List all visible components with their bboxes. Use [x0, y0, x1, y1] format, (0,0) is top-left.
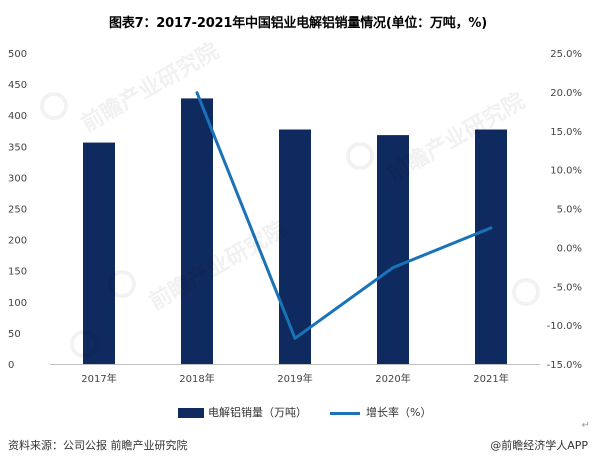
y-left-tick-label: 0: [8, 360, 14, 371]
y-left-tick-label: 250: [8, 205, 27, 216]
bar: [83, 142, 115, 364]
legend-line-label: 增长率（%）: [366, 406, 432, 419]
x-tick-label: 2019年: [277, 372, 312, 385]
bar: [377, 135, 409, 364]
x-tick-label: 2020年: [375, 372, 410, 385]
y-left-tick-label: 450: [8, 80, 27, 91]
y-right-tick-label: -15.0%: [547, 360, 582, 371]
y-left-tick-label: 200: [8, 236, 27, 247]
y-right-tick-label: 5.0%: [557, 205, 582, 216]
x-tick-label: 2017年: [81, 372, 116, 385]
bar: [181, 98, 213, 364]
y-right-tick-label: -10.0%: [547, 321, 582, 332]
legend-bar-swatch: [178, 408, 204, 418]
y-right-tick-label: 10.0%: [550, 166, 582, 177]
bar: [279, 129, 311, 364]
y-left-tick-label: 150: [8, 267, 27, 278]
legend-line-swatch: [330, 412, 360, 415]
y-left-tick-label: 100: [8, 298, 27, 309]
brand-text: @前瞻经济学人APP: [490, 439, 588, 452]
y-right-tick-label: 25.0%: [550, 49, 582, 60]
chart-title: 图表7：2017-2021年中国铝业电解铝销量情况(单位：万吨，%): [109, 16, 487, 31]
x-tick-label: 2021年: [473, 372, 508, 385]
bar: [475, 129, 507, 364]
growth-line: [195, 91, 493, 340]
y-right-tick-label: 20.0%: [550, 88, 582, 99]
return-mark: ↵: [581, 420, 590, 431]
y-right-tick-label: 0.0%: [557, 243, 582, 254]
y-left-tick-label: 500: [8, 49, 27, 60]
legend-bar-label: 电解铝销量（万吨）: [208, 406, 307, 419]
source-text: 资料来源：公司公报 前瞻产业研究院: [8, 439, 188, 452]
chart-legend: 电解铝销量（万吨） 增长率（%）: [0, 406, 596, 420]
y-left-tick-label: 50: [8, 329, 21, 340]
y-left-tick-label: 300: [8, 173, 27, 184]
y-right-tick-label: -5.0%: [553, 282, 582, 293]
y-left-tick-label: 400: [8, 111, 27, 122]
y-right-tick-label: 15.0%: [550, 127, 582, 138]
x-tick-label: 2018年: [179, 372, 214, 385]
y-left-tick-label: 350: [8, 142, 27, 153]
